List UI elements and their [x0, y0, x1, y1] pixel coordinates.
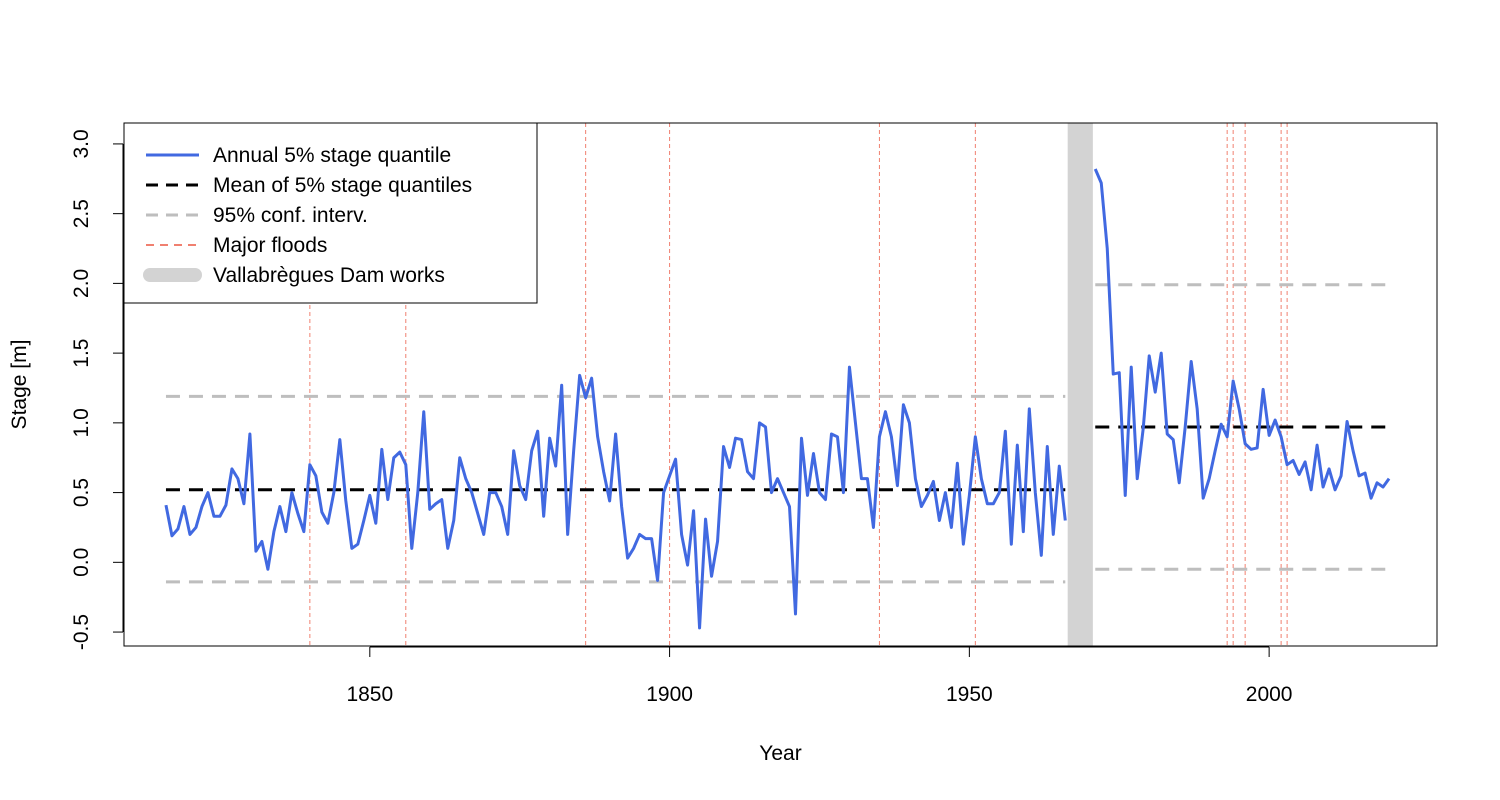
dam-works-layer — [1067, 123, 1093, 646]
y-axis-label: Stage [m] — [8, 340, 31, 430]
y-tick-label: 1.0 — [70, 408, 93, 437]
x-tick-label: 1900 — [646, 683, 693, 706]
legend-label: Major floods — [213, 234, 327, 257]
y-tick-label: 1.5 — [70, 339, 93, 368]
y-tick-label: 0.0 — [70, 548, 93, 577]
y-tick-label: 2.5 — [70, 199, 93, 228]
y-axis: -0.5 0.0 0.5 1.0 1.5 2.0 2.5 3.0 — [70, 129, 124, 650]
confidence-interval-layer — [165, 283, 1390, 584]
x-tick-label: 2000 — [1246, 683, 1293, 706]
x-tick-label: 1950 — [946, 683, 993, 706]
series-layer — [164, 168, 1391, 630]
legend-label: Mean of 5% stage quantiles — [213, 174, 472, 197]
legend-label: Annual 5% stage quantile — [213, 144, 451, 167]
legend: Annual 5% stage quantile Mean of 5% stage… — [123, 122, 538, 304]
y-tick-label: -0.5 — [70, 614, 93, 650]
legend-label: Vallabrègues Dam works — [213, 264, 445, 287]
series-line-annual-5pct-quantile — [164, 365, 1067, 630]
y-tick-label: 2.0 — [70, 269, 93, 298]
series-line-annual-5pct-quantile — [1093, 168, 1391, 500]
x-axis: 1850 1900 1950 2000 — [346, 646, 1293, 706]
y-tick-label: 3.0 — [70, 129, 93, 158]
legend-label: 95% conf. interv. — [213, 204, 368, 227]
dam-works-band — [1067, 123, 1093, 646]
plot-area-frame — [123, 122, 1438, 647]
y-tick-label: 0.5 — [70, 478, 93, 507]
x-axis-label: Year — [759, 742, 801, 765]
x-tick-label: 1850 — [346, 683, 393, 706]
